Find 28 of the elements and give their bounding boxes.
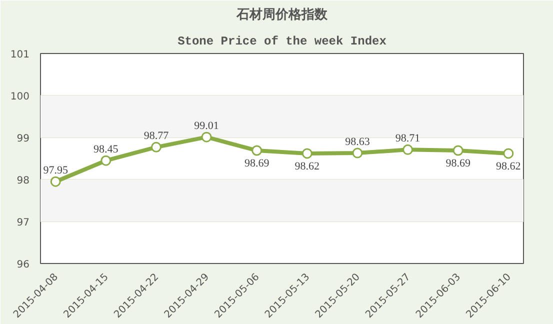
y-tick-label: 100 bbox=[10, 92, 30, 102]
y-tick-label: 98 bbox=[16, 176, 30, 186]
data-label: 99.01 bbox=[194, 120, 219, 132]
chart-subtitle: Stone Price of the week Index bbox=[178, 34, 386, 48]
data-label: 98.45 bbox=[94, 144, 119, 156]
point bbox=[150, 142, 162, 152]
point bbox=[252, 145, 262, 156]
data-label: 97.95 bbox=[43, 164, 68, 177]
point bbox=[302, 148, 312, 159]
data-label: 98.62 bbox=[496, 160, 521, 172]
chart-title: 石材周价格指数 bbox=[236, 8, 328, 22]
data-label: 98.62 bbox=[294, 160, 320, 172]
data-label: 98.69 bbox=[244, 158, 270, 170]
data-label: 98.69 bbox=[446, 158, 471, 170]
point bbox=[402, 144, 414, 155]
point bbox=[352, 148, 363, 158]
y-tick-label: 101 bbox=[10, 50, 30, 60]
y-tick-label: 96 bbox=[16, 260, 30, 270]
point bbox=[452, 145, 464, 156]
point bbox=[503, 148, 514, 159]
point bbox=[50, 176, 61, 187]
data-label: 98.77 bbox=[144, 130, 170, 142]
data-label: 98.71 bbox=[395, 132, 420, 145]
y-tick-label: 97 bbox=[16, 218, 30, 228]
point bbox=[201, 132, 212, 142]
y-tick-label: 99 bbox=[16, 134, 30, 144]
point bbox=[100, 155, 112, 166]
data-label: 98.63 bbox=[345, 136, 370, 148]
